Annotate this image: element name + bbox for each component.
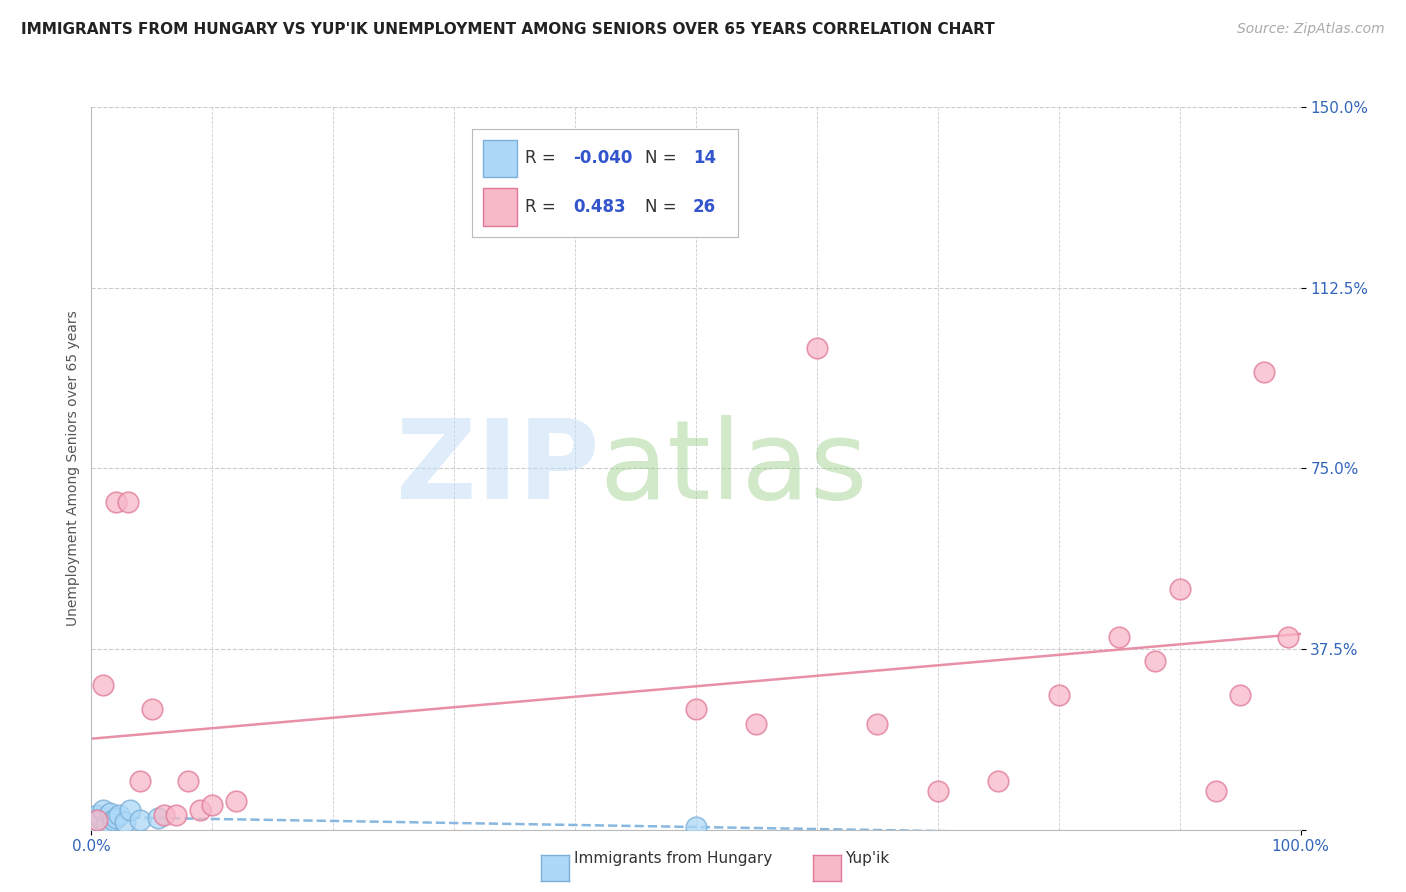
Point xyxy=(128,774,150,789)
Point xyxy=(1253,365,1275,379)
Y-axis label: Unemployment Among Seniors over 65 years: Unemployment Among Seniors over 65 years xyxy=(66,310,80,626)
Text: Yup'ik: Yup'ik xyxy=(845,852,889,866)
Point xyxy=(141,702,163,716)
Point xyxy=(685,702,707,716)
Point xyxy=(1229,688,1251,702)
Text: ZIP: ZIP xyxy=(396,415,599,522)
Text: atlas: atlas xyxy=(599,415,868,522)
Point xyxy=(84,815,107,830)
Point xyxy=(104,495,127,509)
Text: Source: ZipAtlas.com: Source: ZipAtlas.com xyxy=(1237,22,1385,37)
Point xyxy=(1277,630,1299,644)
Point xyxy=(93,803,115,817)
Point xyxy=(1108,630,1130,644)
Point xyxy=(128,813,150,827)
Point xyxy=(1168,582,1191,596)
Point xyxy=(685,820,707,834)
Point xyxy=(86,813,108,827)
Point xyxy=(89,811,111,825)
Point xyxy=(120,803,142,817)
Point xyxy=(114,815,136,830)
Point xyxy=(1047,688,1070,702)
Point xyxy=(108,808,131,822)
Point xyxy=(98,805,121,820)
Point xyxy=(93,678,115,692)
Point xyxy=(1205,784,1227,798)
Text: Immigrants from Hungary: Immigrants from Hungary xyxy=(574,852,772,866)
Point xyxy=(987,774,1010,789)
Point xyxy=(94,818,117,832)
Point xyxy=(188,803,211,817)
Text: IMMIGRANTS FROM HUNGARY VS YUP'IK UNEMPLOYMENT AMONG SENIORS OVER 65 YEARS CORRE: IMMIGRANTS FROM HUNGARY VS YUP'IK UNEMPL… xyxy=(21,22,995,37)
Point xyxy=(745,716,768,731)
Point xyxy=(101,813,124,827)
Point xyxy=(177,774,200,789)
Point xyxy=(153,808,176,822)
Point xyxy=(201,798,224,813)
Point xyxy=(927,784,949,798)
Point xyxy=(1144,654,1167,668)
Point xyxy=(806,341,828,355)
Point xyxy=(225,794,247,808)
Point xyxy=(86,808,108,822)
Point xyxy=(117,495,139,509)
Point xyxy=(866,716,889,731)
Point xyxy=(165,808,187,822)
Point xyxy=(146,811,169,825)
Point xyxy=(104,811,127,825)
